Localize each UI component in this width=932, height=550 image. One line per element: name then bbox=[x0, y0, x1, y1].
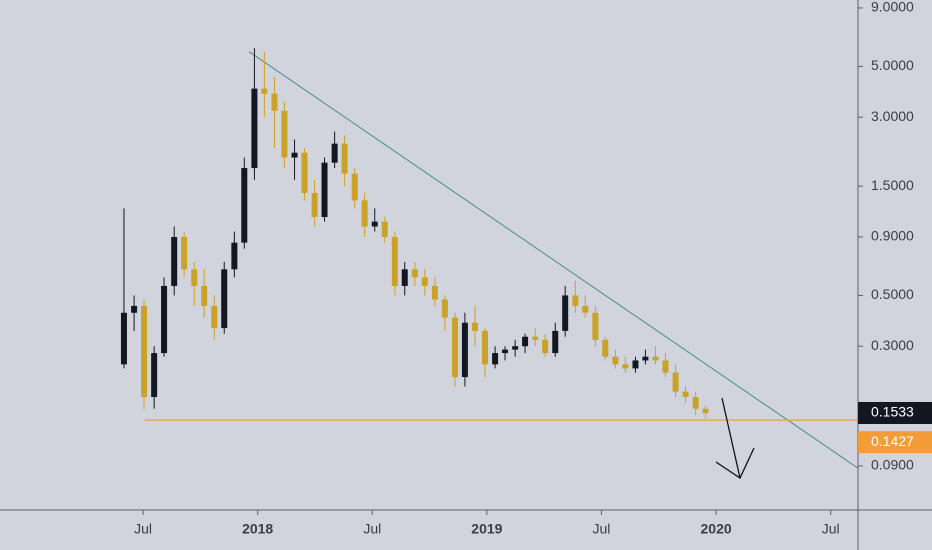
candle-body bbox=[582, 305, 589, 313]
candle-body bbox=[502, 349, 509, 354]
candle-body bbox=[481, 330, 488, 365]
candle-body bbox=[522, 336, 529, 347]
x-tick-label: Jul bbox=[363, 521, 381, 537]
candle-body bbox=[281, 110, 288, 158]
candle-body bbox=[161, 285, 168, 354]
candle-body bbox=[441, 299, 448, 318]
candle-body bbox=[401, 269, 408, 286]
last-price-box bbox=[858, 401, 932, 424]
candle-body bbox=[191, 269, 198, 286]
candle-body bbox=[261, 88, 268, 94]
candle-body bbox=[552, 330, 559, 354]
candle-body bbox=[472, 322, 479, 331]
candle-body bbox=[120, 312, 127, 365]
y-tick-label: 0.0900 bbox=[871, 457, 914, 473]
support-price-label: 0.1427 bbox=[871, 433, 914, 449]
trendline bbox=[248, 51, 859, 469]
x-tick-label: 2018 bbox=[242, 521, 273, 537]
candle-body bbox=[251, 88, 258, 169]
candle-body bbox=[241, 168, 248, 243]
candle-body bbox=[201, 285, 208, 306]
candle-body bbox=[411, 269, 418, 278]
y-tick-label: 0.9000 bbox=[871, 228, 914, 244]
candle-body bbox=[321, 162, 328, 218]
candle-body bbox=[602, 339, 609, 357]
y-tick-label: 1.5000 bbox=[871, 177, 914, 193]
candle-body bbox=[421, 277, 428, 286]
candle-body bbox=[702, 408, 709, 414]
candle-body bbox=[391, 236, 398, 286]
candle-body bbox=[291, 152, 298, 158]
y-tick-label: 0.5000 bbox=[871, 286, 914, 302]
last-price-label: 0.1533 bbox=[871, 404, 914, 420]
candle-body bbox=[542, 339, 549, 354]
x-tick-label: 2020 bbox=[701, 521, 732, 537]
candle-body bbox=[331, 143, 338, 163]
candle-body bbox=[171, 236, 178, 286]
candle-body bbox=[451, 317, 458, 378]
arrow-head bbox=[715, 447, 755, 479]
candle-body bbox=[271, 93, 278, 111]
candle-body bbox=[672, 372, 679, 392]
candle-body bbox=[632, 360, 639, 369]
candle-body bbox=[141, 305, 148, 398]
candle-body bbox=[662, 360, 669, 373]
y-tick-label: 5.0000 bbox=[871, 57, 914, 73]
candle-body bbox=[512, 346, 519, 350]
candle-body bbox=[461, 322, 468, 378]
candle-body bbox=[181, 236, 188, 270]
candle-body bbox=[492, 353, 499, 365]
candle-body bbox=[361, 200, 368, 227]
candle-body bbox=[151, 353, 158, 398]
candle-body bbox=[301, 152, 308, 194]
arrow-shaft bbox=[721, 397, 741, 479]
candle-body bbox=[692, 397, 699, 409]
candle-body bbox=[652, 356, 659, 361]
candle-body bbox=[341, 143, 348, 174]
candle-body bbox=[572, 295, 579, 306]
candle-body bbox=[131, 305, 138, 313]
x-tick-label: Jul bbox=[822, 521, 840, 537]
y-tick-label: 9.0000 bbox=[871, 0, 914, 15]
candle-body bbox=[311, 193, 318, 218]
y-tick-label: 3.0000 bbox=[871, 108, 914, 124]
candle-body bbox=[562, 295, 569, 331]
candle-body bbox=[231, 242, 238, 270]
candle-body bbox=[642, 356, 649, 361]
candle-body bbox=[592, 312, 599, 340]
x-tick-label: Jul bbox=[593, 521, 611, 537]
candle-body bbox=[431, 285, 438, 300]
candle-body bbox=[682, 391, 689, 398]
candle-body bbox=[371, 221, 378, 227]
candle-body bbox=[381, 221, 388, 237]
candle-body bbox=[532, 336, 539, 340]
x-tick-label: 2019 bbox=[471, 521, 502, 537]
candle-body bbox=[351, 173, 358, 201]
plot-area bbox=[120, 48, 859, 469]
y-tick-label: 0.3000 bbox=[871, 337, 914, 353]
candle-body bbox=[622, 364, 629, 369]
candle-body bbox=[612, 356, 619, 365]
x-tick-label: Jul bbox=[134, 521, 152, 537]
candle-body bbox=[221, 269, 228, 329]
support-price-box bbox=[858, 431, 932, 454]
candle-body bbox=[211, 305, 218, 329]
